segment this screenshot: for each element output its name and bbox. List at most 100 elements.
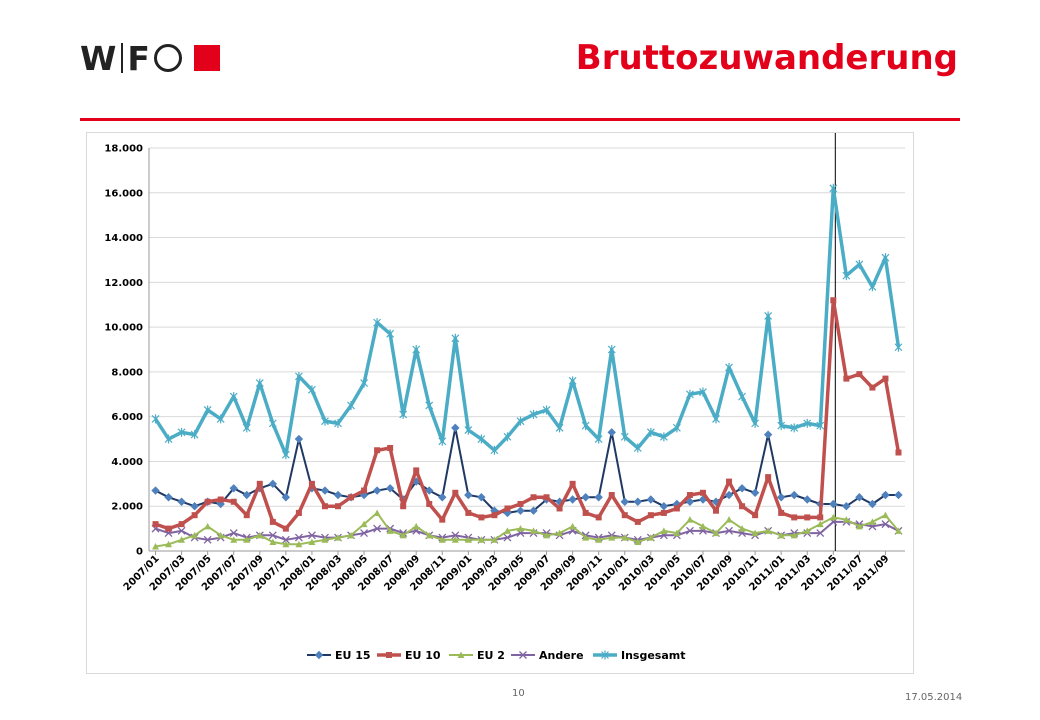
data-point	[425, 400, 434, 410]
data-point	[439, 516, 446, 523]
data-point	[451, 531, 460, 540]
y-tick-label: 0	[136, 547, 143, 558]
data-point	[543, 531, 551, 539]
data-point	[333, 490, 343, 500]
data-point	[634, 518, 641, 525]
x-axis: 2007/012007/032007/052007/072007/092007/…	[122, 551, 892, 593]
data-point	[165, 540, 173, 548]
data-point	[595, 514, 602, 521]
data-point	[556, 529, 564, 537]
legend-label: EU 15	[335, 649, 371, 662]
data-point	[530, 527, 538, 534]
data-point	[842, 271, 851, 281]
series-eu-2	[152, 509, 902, 550]
data-point	[516, 506, 525, 515]
y-tick-label: 12.000	[104, 278, 143, 289]
data-point	[372, 486, 382, 495]
data-point	[203, 535, 212, 544]
data-point	[361, 487, 368, 494]
data-point	[608, 492, 615, 499]
legend-label: EU 2	[477, 649, 505, 662]
y-tick-label: 8.000	[111, 367, 143, 378]
data-point	[504, 505, 511, 512]
data-point	[451, 423, 460, 433]
data-point	[751, 529, 759, 537]
data-point	[386, 527, 394, 534]
y-tick-label: 14.000	[104, 233, 143, 244]
wifo-logo-separator	[121, 43, 124, 73]
data-point	[894, 342, 903, 352]
data-point	[659, 432, 668, 442]
data-point	[829, 183, 838, 193]
data-point	[164, 434, 173, 444]
data-point	[855, 522, 863, 530]
data-point	[777, 531, 785, 539]
data-point	[268, 531, 277, 540]
data-point	[294, 533, 303, 542]
wifo-logo-circle	[153, 44, 182, 72]
data-point	[737, 484, 747, 493]
legend-item: EU 10	[377, 649, 441, 662]
data-point	[321, 503, 328, 510]
data-point	[229, 529, 238, 538]
series-eu-10	[152, 297, 902, 532]
data-point	[400, 503, 407, 510]
data-point	[673, 529, 681, 537]
data-point	[725, 516, 733, 523]
data-point	[855, 259, 864, 269]
series-insgesamt	[151, 183, 903, 460]
data-point	[230, 498, 237, 505]
data-point	[569, 480, 576, 487]
y-tick-label: 4.000	[111, 457, 143, 468]
data-point	[725, 526, 733, 535]
data-point	[517, 500, 524, 507]
data-point	[373, 524, 382, 533]
y-tick-label: 16.000	[104, 188, 143, 199]
data-point	[308, 480, 315, 487]
data-point	[869, 384, 876, 391]
data-point	[165, 525, 172, 532]
data-point	[634, 538, 642, 546]
data-point	[607, 345, 616, 354]
y-tick-label: 18.000	[104, 144, 143, 155]
data-point	[803, 418, 812, 428]
data-point	[529, 506, 538, 515]
line-chart: 0 2.000 4.000 6.000 8.000 10.000 12.000 14.000 1…	[104, 133, 905, 662]
data-point	[360, 520, 368, 528]
data-point	[203, 405, 212, 415]
data-point	[321, 536, 329, 543]
data-point	[217, 531, 225, 539]
data-point	[478, 514, 485, 521]
y-tick-label: 6.000	[111, 412, 143, 423]
data-point	[191, 531, 199, 539]
data-point	[686, 492, 693, 499]
data-point	[752, 512, 759, 519]
data-point	[790, 531, 798, 539]
data-point	[294, 434, 304, 444]
data-point	[190, 502, 199, 511]
y-tick-label: 2.000	[111, 502, 143, 513]
data-point	[881, 253, 890, 263]
data-point	[385, 484, 395, 493]
data-point	[699, 387, 707, 397]
data-point	[620, 497, 629, 506]
data-point	[659, 502, 669, 511]
data-point	[881, 520, 890, 529]
data-point	[374, 447, 381, 454]
data-point	[804, 514, 811, 521]
data-point	[646, 427, 655, 437]
data-point	[621, 512, 628, 519]
data-point	[763, 430, 773, 439]
data-point	[750, 488, 760, 497]
data-point	[829, 499, 838, 509]
data-point	[829, 513, 837, 521]
data-point	[360, 529, 369, 538]
data-point	[386, 652, 392, 658]
data-point	[894, 490, 903, 500]
data-point	[894, 527, 902, 534]
data-point	[516, 416, 525, 426]
data-point	[686, 389, 694, 399]
data-point	[426, 500, 433, 507]
data-point	[412, 522, 420, 530]
data-point	[816, 529, 825, 538]
